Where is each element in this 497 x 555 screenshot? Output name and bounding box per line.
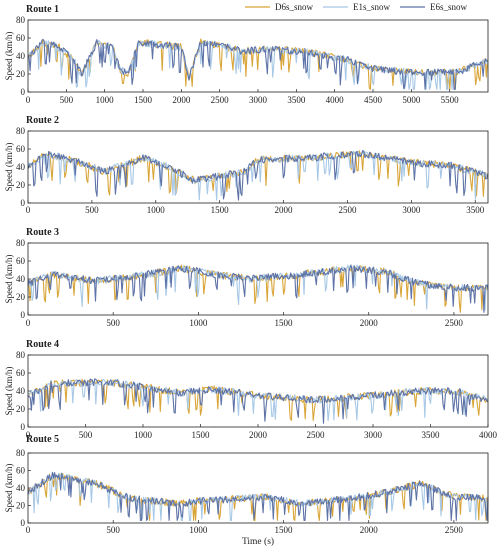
y-tick-label: 20 (16, 404, 26, 414)
x-tick-label: 2500 (445, 525, 464, 535)
y-tick-label: 0 (21, 310, 26, 320)
x-tick-label: 5000 (402, 95, 421, 105)
y-tick-label: 40 (16, 386, 26, 396)
x-tick-label: 2000 (360, 318, 379, 328)
plot-frame (27, 452, 489, 524)
series-line-E6s_snow (27, 38, 488, 90)
x-tick-label: 3000 (249, 95, 268, 105)
panel-title: Route 2 (26, 115, 59, 126)
series-line-E6s_snow (27, 378, 489, 424)
x-tick-label: 4000 (326, 95, 345, 105)
y-tick-label: 80 (16, 238, 26, 248)
y-axis-label: Speed (km/h) (4, 367, 14, 416)
y-tick-label: 40 (16, 162, 26, 172)
y-axis-label: Speed (km/h) (4, 464, 14, 513)
series-line-E6s_snow (27, 264, 489, 313)
x-tick-label: 500 (60, 95, 74, 105)
y-tick-label: 0 (21, 422, 26, 432)
x-tick-label: 0 (26, 318, 31, 328)
y-tick-label: 0 (21, 87, 26, 97)
legend-label: E1s_snow (353, 2, 391, 12)
x-tick-label: 2000 (172, 95, 191, 105)
series-line-E1s_snow (27, 378, 489, 422)
series-line-E1s_snow (27, 472, 489, 521)
x-tick-label: 4000 (479, 430, 497, 440)
x-tick-label: 3000 (364, 430, 383, 440)
y-tick-label: 20 (16, 180, 26, 190)
y-tick-label: 20 (16, 69, 26, 79)
x-tick-label: 1500 (275, 525, 294, 535)
x-tick-label: 2500 (338, 205, 357, 215)
y-tick-label: 60 (16, 144, 26, 154)
y-tick-label: 40 (16, 274, 26, 284)
x-tick-label: 4500 (364, 95, 383, 105)
x-tick-label: 0 (26, 430, 31, 440)
y-tick-label: 80 (16, 15, 26, 25)
panel-title: Route 5 (26, 434, 59, 445)
x-tick-label: 3500 (422, 430, 441, 440)
x-tick-label: 1500 (275, 318, 294, 328)
x-tick-label: 1000 (96, 95, 115, 105)
x-tick-label: 1000 (147, 205, 166, 215)
y-tick-label: 80 (16, 350, 26, 360)
y-tick-label: 60 (16, 368, 26, 378)
x-tick-label: 1000 (134, 430, 153, 440)
legend-label: E6s_snow (430, 2, 468, 12)
x-tick-label: 0 (26, 95, 31, 105)
panel-title: Route 3 (26, 227, 59, 238)
y-tick-label: 60 (16, 256, 26, 266)
x-tick-label: 5500 (441, 95, 460, 105)
x-tick-label: 3500 (466, 205, 485, 215)
y-tick-label: 80 (16, 448, 26, 458)
x-tick-label: 3500 (287, 95, 306, 105)
x-tick-label: 1500 (134, 95, 153, 105)
y-axis-label: Speed (km/h) (4, 255, 14, 304)
y-tick-label: 40 (16, 51, 26, 61)
x-tick-label: 1000 (189, 525, 208, 535)
x-tick-label: 2000 (249, 430, 268, 440)
x-tick-label: 2500 (211, 95, 230, 105)
panel-title: Route 1 (26, 4, 59, 15)
x-tick-label: 500 (106, 525, 120, 535)
panel-title: Route 4 (26, 339, 59, 350)
x-tick-label: 1500 (211, 205, 230, 215)
legend-label: D6s_snow (275, 2, 314, 12)
y-axis-label: Speed (km/h) (4, 32, 14, 81)
x-tick-label: 0 (26, 525, 31, 535)
series-line-D6s_snow (27, 38, 488, 90)
x-tick-label: 2000 (360, 525, 379, 535)
x-tick-label: 500 (85, 205, 99, 215)
series-line-E6s_snow (27, 471, 489, 521)
y-tick-label: 20 (16, 292, 26, 302)
series-line-E6s_snow (27, 150, 489, 201)
x-tick-label: 3000 (402, 205, 421, 215)
x-tick-label: 2000 (275, 205, 294, 215)
x-tick-label: 2500 (307, 430, 326, 440)
x-tick-label: 500 (106, 318, 120, 328)
y-tick-label: 40 (16, 483, 26, 493)
y-tick-label: 60 (16, 466, 26, 476)
series-line-E1s_snow (27, 264, 489, 312)
y-tick-label: 80 (16, 126, 26, 136)
y-tick-label: 0 (21, 198, 26, 208)
y-tick-label: 0 (21, 518, 26, 528)
x-tick-label: 2500 (445, 318, 464, 328)
x-tick-label: 0 (26, 205, 31, 215)
y-tick-label: 60 (16, 33, 26, 43)
y-axis-label: Speed (km/h) (4, 143, 14, 192)
x-tick-label: 1000 (189, 318, 208, 328)
x-axis-label: Time (s) (242, 536, 274, 547)
x-tick-label: 500 (79, 430, 93, 440)
y-tick-label: 20 (16, 501, 26, 511)
x-tick-label: 1500 (192, 430, 211, 440)
